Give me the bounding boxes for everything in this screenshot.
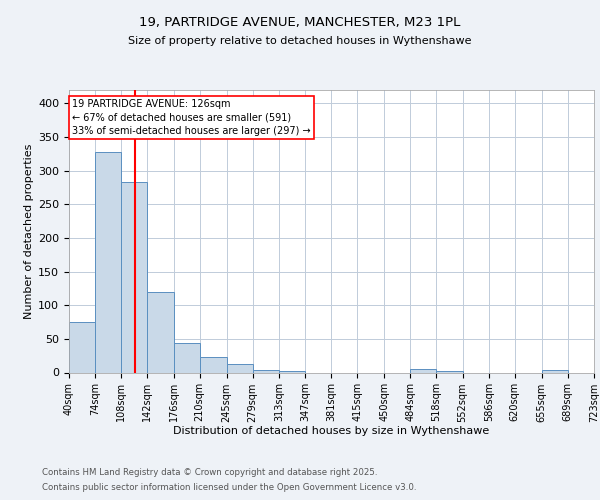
Text: 19, PARTRIDGE AVENUE, MANCHESTER, M23 1PL: 19, PARTRIDGE AVENUE, MANCHESTER, M23 1P… bbox=[139, 16, 461, 29]
Bar bbox=[148, 292, 173, 372]
Bar bbox=[436, 371, 463, 372]
Bar bbox=[95, 152, 121, 372]
Bar bbox=[542, 370, 568, 372]
Bar bbox=[253, 370, 279, 372]
Text: Contains HM Land Registry data © Crown copyright and database right 2025.: Contains HM Land Registry data © Crown c… bbox=[42, 468, 377, 477]
Bar bbox=[410, 369, 436, 372]
Bar bbox=[121, 182, 148, 372]
Bar bbox=[69, 322, 95, 372]
Bar bbox=[279, 371, 305, 372]
Text: Size of property relative to detached houses in Wythenshawe: Size of property relative to detached ho… bbox=[128, 36, 472, 46]
Bar bbox=[227, 364, 253, 372]
Bar bbox=[173, 343, 200, 372]
Y-axis label: Number of detached properties: Number of detached properties bbox=[24, 144, 34, 319]
X-axis label: Distribution of detached houses by size in Wythenshawe: Distribution of detached houses by size … bbox=[173, 426, 490, 436]
Text: Contains public sector information licensed under the Open Government Licence v3: Contains public sector information licen… bbox=[42, 483, 416, 492]
Bar bbox=[200, 357, 227, 372]
Text: 19 PARTRIDGE AVENUE: 126sqm
← 67% of detached houses are smaller (591)
33% of se: 19 PARTRIDGE AVENUE: 126sqm ← 67% of det… bbox=[72, 100, 311, 136]
